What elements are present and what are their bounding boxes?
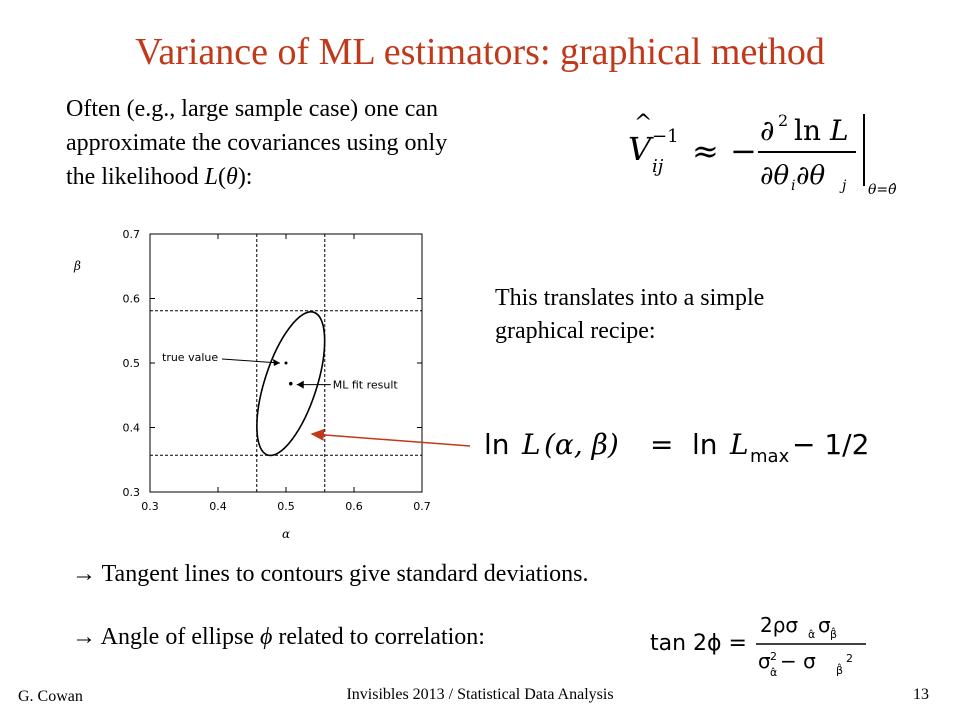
likelihood-contour-plot: 0.3 0.4 0.5 0.6 0.7 0.3 0.4 0.5 0.6 0.7 α β true va… [73,228,431,541]
eq-ln-1: ln [484,428,510,461]
recipe-text: This translates into a simple graphical … [495,282,764,348]
bullet2-suffix: related to correlation: [272,624,485,650]
formula-den-d2: ∂θ [796,161,825,191]
eq-L-1: L [521,428,541,461]
annotation-arrow-true [221,358,281,364]
footer-page-number: 13 [913,686,929,703]
annotation-arrowhead-true [273,359,280,366]
y-tick-label: 0.7 [123,228,141,241]
formula-eval-sub: θ=θ̂ [868,182,897,198]
eq-equals: = [650,428,673,461]
tan-den-sigma1: σ [758,649,771,673]
x-tick-label: 0.3 [141,500,159,513]
y-tick-label: 0.5 [123,357,141,370]
true-value-point [284,361,288,365]
footer-author: G. Cowan [18,688,83,705]
formula-den-j: j [839,178,847,194]
tan-formula: tan 2ϕ = 2ρσ α̂ σ β̂ σ 2 α̂ − σ β̂ 2 [650,613,866,679]
tan-num-sub2: β̂ [830,627,837,641]
recipe-equation: ln L (α, β) = ln L max − 1/2 [484,428,869,467]
likelihood-symbol: L [204,164,219,190]
y-axis-label: β [73,259,81,273]
close-paren: ): [237,164,253,190]
x-tick-label: 0.6 [345,500,363,513]
annotation-ml-fit: ML fit result [333,379,399,392]
tan-den-minus: − σ [780,649,816,673]
annotation-true-value: true value [162,351,218,364]
recipe-line-2: graphical recipe: [495,318,656,344]
formula-num-partial: ∂ [760,114,774,147]
y-tick-label: 0.6 [123,293,141,306]
x-tick-label: 0.4 [209,500,227,513]
formula-den-i: i [791,178,795,194]
likelihood-contour-ellipse [256,311,326,457]
eq-ln-2: ln [692,428,718,461]
formula-num-exp: 2 [778,111,788,130]
eq-max-sub: max [750,446,790,467]
intro-line-1: Often (e.g., large sample case) one can [66,96,439,122]
formula-approx: ≈ [692,132,719,170]
formula-minus: − [730,132,757,170]
eq-rest: − 1/2 [792,428,869,461]
footer-event: Invisibles 2013 / Statistical Data Analy… [346,686,614,703]
recipe-line-1: This translates into a simple [495,285,765,311]
x-axis-label: α [282,527,290,541]
formula-num-L: L [829,114,849,147]
tan-numerator: 2ρσ [760,613,798,637]
intro-line-2: approximate the covariances using only [66,130,448,156]
tan-num-sub1: α̂ [808,628,815,641]
phi-symbol: ϕ [259,624,273,650]
bullet2-prefix: → Angle of ellipse [72,624,260,650]
tan-num-sigma2: σ [818,613,831,637]
formula-den-d1: ∂θ [760,161,789,191]
tan-den-sub1: α̂ [770,666,777,679]
y-tick-label: 0.4 [123,422,141,435]
tan-den-sup1: 2 [770,650,777,663]
annotation-arrowhead-fit [296,380,304,389]
y-tick-label: 0.3 [123,486,141,499]
ml-fit-point [288,381,293,386]
tan-den-sub2: β̂ [836,663,843,677]
x-tick-label: 0.5 [277,500,295,513]
slide-title: Variance of ML estimators: graphical met… [135,31,825,73]
formula-V: V [628,130,654,168]
covariance-formula: V ^ ij −1 ≈ − ∂ 2 ln L ∂θ i ∂θ j θ=θ̂ [628,111,897,198]
tan-den-sup2: 2 [846,652,853,665]
bullet-ellipse-angle: → Angle of ellipse ϕ related to correlat… [72,624,485,651]
formula-hat: ^ [634,111,652,136]
theta-symbol: θ [226,164,238,190]
formula-num-ln: ln [794,114,821,147]
intro-text: Often (e.g., large sample case) one can … [66,92,596,194]
intro-line-3-prefix: the likelihood [66,164,205,190]
bullet-tangent-lines: → Tangent lines to contours give standar… [72,561,589,587]
eq-args: (α, β) [544,428,619,461]
tan-lhs: tan 2ϕ = [650,631,747,656]
x-tick-label: 0.7 [413,500,431,513]
intro-line-3: the likelihood L(θ): [66,160,596,194]
formula-sub-ij: ij [652,156,664,177]
open-paren: ( [218,164,227,190]
eq-L-2: L [729,428,749,461]
formula-sup-inv: −1 [652,126,679,147]
